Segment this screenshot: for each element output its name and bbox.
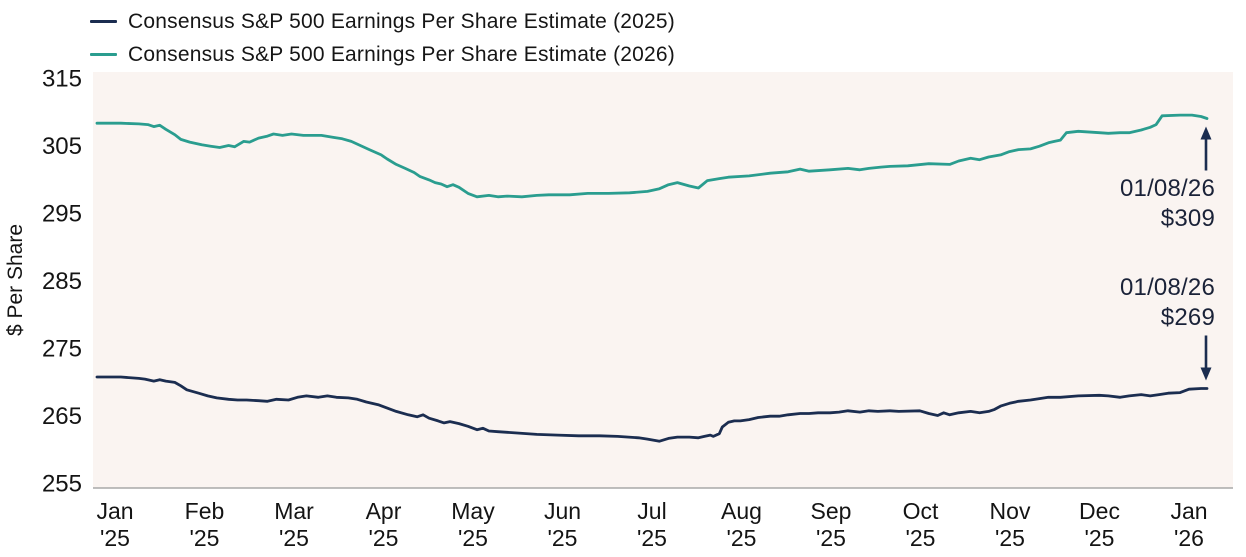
x-tick-label-month: Jan: [96, 498, 133, 524]
legend-item-2026: Consensus S&P 500 Earnings Per Share Est…: [90, 38, 675, 71]
x-tick-label-year: '25: [637, 525, 667, 551]
y-tick-label: 275: [42, 336, 82, 363]
plot-area: [93, 72, 1233, 488]
x-tick-label-month: Jul: [637, 498, 666, 524]
line-swatch-2026-icon: [90, 53, 117, 56]
annotation-2025: 01/08/26 $269: [1120, 273, 1215, 333]
x-tick-label-year: '25: [1085, 525, 1115, 551]
x-tick-label-year: '25: [906, 525, 936, 551]
x-tick-label-year: '25: [995, 525, 1025, 551]
annotation-2025-date: 01/08/26: [1119, 274, 1215, 301]
y-tick-label: 255: [42, 471, 82, 498]
x-tick-label-month: Sep: [811, 498, 852, 524]
y-tick-label: 285: [42, 268, 82, 295]
y-tick-label: 295: [42, 201, 82, 228]
x-tick-label-month: Jun: [544, 498, 581, 524]
x-tick-label-month: Aug: [721, 498, 762, 524]
line-series-2026: [95, 113, 1209, 199]
annotation-2026-date: 01/08/26: [1119, 175, 1215, 202]
annotation-2026-value: $309: [1160, 205, 1215, 232]
x-tick-label-month: Apr: [366, 498, 402, 524]
legend-item-2025: Consensus S&P 500 Earnings Per Share Est…: [90, 5, 675, 38]
annotation-2025-value: $269: [1160, 304, 1215, 331]
x-tick-label-month: Feb: [185, 498, 225, 524]
x-tick-label-year: '25: [190, 525, 220, 551]
x-tick-label-month: Jan: [1170, 498, 1207, 524]
line-series-2025: [95, 375, 1209, 443]
y-tick-label: 315: [42, 66, 82, 93]
legend-label-2026: Consensus S&P 500 Earnings Per Share Est…: [128, 42, 675, 66]
x-tick-label-year: '25: [100, 525, 130, 551]
x-tick-label-month: May: [451, 498, 495, 524]
down-arrow-head-icon: [1200, 367, 1212, 381]
x-tick-label-year: '25: [279, 525, 309, 551]
x-tick-label-month: Nov: [990, 498, 1031, 524]
x-tick-label-year: '25: [816, 525, 846, 551]
x-tick-label-year: '25: [727, 525, 757, 551]
x-tick-label-year: '25: [369, 525, 399, 551]
x-tick-label-month: Dec: [1079, 498, 1120, 524]
line-swatch-2025-icon: [90, 20, 117, 23]
x-tick-label-month: Oct: [903, 498, 939, 524]
x-tick-label-year: '25: [548, 525, 578, 551]
annotation-2026: 01/08/26 $309: [1120, 174, 1215, 234]
y-tick-label: 305: [42, 133, 82, 160]
legend: Consensus S&P 500 Earnings Per Share Est…: [90, 5, 675, 71]
x-tick-label-month: Mar: [274, 498, 314, 524]
up-arrow-head-icon: [1200, 126, 1212, 140]
y-axis-title: $ Per Share: [4, 224, 27, 336]
x-tick-label-year: '26: [1174, 525, 1204, 551]
legend-label-2025: Consensus S&P 500 Earnings Per Share Est…: [128, 9, 675, 33]
y-tick-label: 265: [42, 403, 82, 430]
x-tick-label-year: '25: [458, 525, 488, 551]
